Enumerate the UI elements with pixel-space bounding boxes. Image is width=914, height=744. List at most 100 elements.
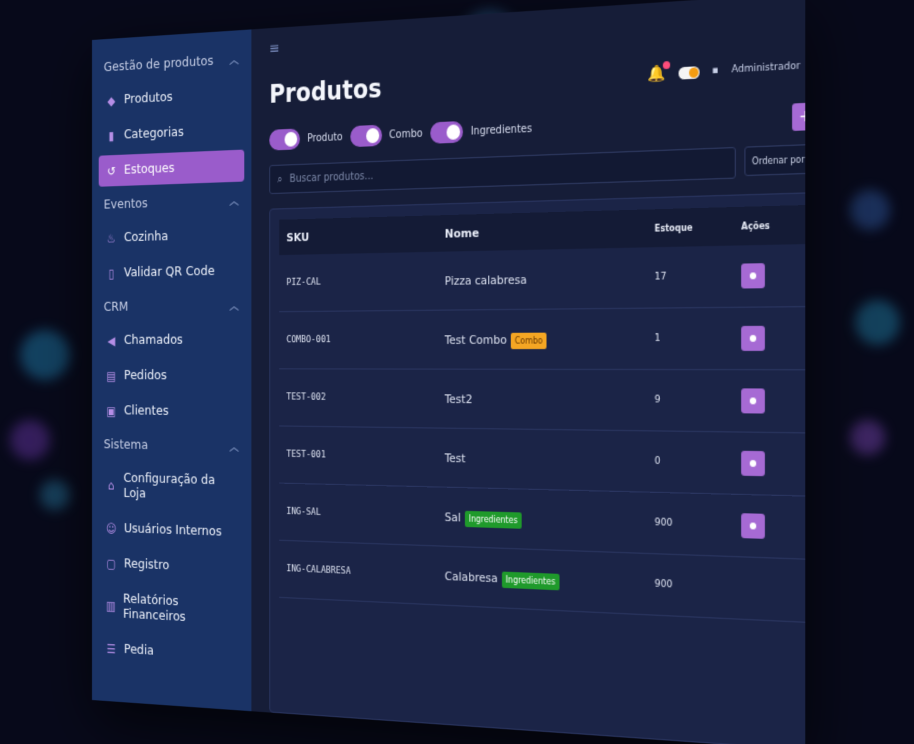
column-header-sku[interactable]: SKU bbox=[286, 229, 310, 245]
action-dot-icon bbox=[749, 522, 757, 530]
row-action-button[interactable] bbox=[741, 450, 765, 477]
phone-icon: ▯ bbox=[108, 266, 115, 281]
sidebar-item-label: Validar QR Code bbox=[123, 263, 215, 281]
group-sistema[interactable]: Sistema ︿ bbox=[99, 430, 245, 463]
table-row[interactable]: COMBO-001 Test Combo Combo 1 bbox=[279, 307, 806, 371]
background-light bbox=[855, 300, 900, 345]
cell-estoque: 1 bbox=[654, 333, 661, 345]
database-icon: ☰ bbox=[106, 641, 116, 656]
sidebar-item-label: Pedia bbox=[123, 641, 154, 659]
sidebar-item-label: Pedidos bbox=[123, 368, 167, 384]
header-actions: 🔔 ▪ Administrador ▾ bbox=[648, 56, 806, 84]
register-icon: ▢ bbox=[106, 556, 117, 571]
row-action-button[interactable] bbox=[741, 513, 765, 539]
chevron-up-icon[interactable]: ︿ bbox=[229, 194, 239, 208]
sidebar-item-pedidos[interactable]: ▤ Pedidos bbox=[99, 360, 245, 392]
column-header-acoes: Ações bbox=[741, 220, 770, 232]
sidebar-item-usuarios-internos[interactable]: ☺ Usuários Internos bbox=[99, 512, 245, 549]
bell-icon[interactable]: 🔔 bbox=[648, 61, 670, 83]
group-title: Gestão de produtos bbox=[103, 52, 214, 75]
group-crm[interactable]: CRM ︿ bbox=[99, 291, 245, 323]
users-icon: ☺ bbox=[105, 520, 117, 536]
toggle-ingredientes-label: Ingredientes bbox=[470, 122, 533, 138]
toggle-produto[interactable] bbox=[269, 128, 300, 151]
action-dot-icon bbox=[749, 272, 757, 280]
add-product-button[interactable]: + bbox=[792, 102, 806, 131]
sidebar-item-configuracao-loja[interactable]: ⌂ Configuração da Loja bbox=[99, 462, 245, 513]
chevron-up-icon[interactable]: ︿ bbox=[229, 299, 239, 313]
background-light bbox=[850, 190, 890, 230]
cell-nome: Test Combo Combo bbox=[445, 332, 655, 349]
group-eventos[interactable]: Eventos ︿ bbox=[99, 186, 245, 221]
sidebar-item-label: Estoques bbox=[123, 160, 175, 178]
menu-icon[interactable]: ≡ bbox=[269, 40, 280, 58]
cell-sku: TEST-002 bbox=[286, 392, 326, 403]
search-input[interactable] bbox=[287, 155, 727, 186]
combo-badge: Combo bbox=[510, 332, 547, 349]
toggle-combo-label: Combo bbox=[389, 127, 423, 141]
sidebar-item-label: Categorias bbox=[123, 124, 184, 143]
user-menu[interactable]: Administrador bbox=[731, 60, 801, 76]
background-light bbox=[850, 420, 885, 455]
sidebar-item-registro[interactable]: ▢ Registro bbox=[99, 547, 245, 585]
report-icon: ▥ bbox=[106, 598, 116, 614]
table-row[interactable]: PIZ-CAL Pizza calabresa 17 bbox=[279, 244, 806, 313]
column-header-estoque[interactable]: Estoque bbox=[654, 222, 693, 234]
cell-sku: PIZ-CAL bbox=[286, 277, 321, 289]
sidebar-item-label: Chamados bbox=[123, 332, 183, 348]
group-title: CRM bbox=[103, 299, 129, 315]
order-select[interactable]: Ordenar por ▾ bbox=[744, 143, 806, 177]
column-header-nome[interactable]: Nome bbox=[444, 225, 480, 241]
action-dot-icon bbox=[749, 334, 757, 342]
sidebar-item-estoques[interactable]: ↺ Estoques bbox=[98, 149, 245, 187]
cell-sku: COMBO-001 bbox=[286, 334, 331, 346]
row-action-button[interactable] bbox=[741, 388, 765, 414]
cell-sku: TEST-001 bbox=[286, 449, 326, 461]
cell-acoes bbox=[741, 588, 805, 591]
notification-badge bbox=[662, 61, 670, 70]
product-name: Pizza calabresa bbox=[444, 272, 527, 288]
toggle-combo[interactable] bbox=[349, 124, 382, 148]
sidebar-item-pedia[interactable]: ☰ Pedia bbox=[99, 632, 245, 672]
sidebar-item-produtos[interactable]: ◆ Produtos bbox=[99, 77, 245, 116]
sidebar-item-categorias[interactable]: ▮ Categorias bbox=[99, 113, 245, 151]
sidebar-item-chamados[interactable]: ◀ Chamados bbox=[99, 324, 245, 356]
ingredient-badge: Ingredientes bbox=[464, 510, 522, 529]
table-row[interactable]: TEST-002 Test2 9 bbox=[279, 369, 806, 434]
product-name: Test2 bbox=[444, 391, 473, 406]
sidebar-item-cozinha[interactable]: ♨ Cozinha bbox=[99, 219, 245, 254]
sidebar-item-relatorios[interactable]: ▥ Relatórios Financeiros bbox=[99, 582, 245, 636]
search-icon: ⌕ bbox=[277, 173, 283, 186]
cell-estoque: 0 bbox=[654, 456, 661, 468]
sidebar-item-clientes[interactable]: ▣ Clientes bbox=[99, 395, 245, 428]
cell-nome: Pizza calabresa bbox=[445, 270, 655, 287]
row-action-button[interactable] bbox=[741, 263, 765, 289]
theme-toggle[interactable] bbox=[678, 65, 700, 80]
toggle-produto-label: Produto bbox=[307, 131, 343, 145]
sidebar-item-label: Produtos bbox=[123, 89, 173, 108]
row-action-button[interactable] bbox=[741, 325, 765, 351]
chef-icon: ♨ bbox=[106, 230, 116, 246]
cell-estoque: 900 bbox=[654, 517, 673, 530]
sidebar-item-label: Configuração da Loja bbox=[123, 470, 216, 502]
cell-estoque: 9 bbox=[654, 394, 661, 406]
tag-icon: ◆ bbox=[107, 93, 116, 108]
group-title: Eventos bbox=[103, 195, 148, 213]
cell-nome: Calabresa Ingredientes bbox=[445, 569, 655, 592]
background-light bbox=[10, 420, 50, 460]
cell-estoque: 17 bbox=[654, 271, 667, 283]
cell-sku: ING-CALABRESA bbox=[286, 563, 351, 578]
main-content: ≡ Produtos 🔔 ▪ Administrador ▾ Produto C… bbox=[251, 0, 806, 744]
action-dot-icon bbox=[749, 459, 757, 467]
sidebar-item-label: Registro bbox=[123, 556, 170, 574]
user-icon[interactable]: ▪ bbox=[712, 65, 719, 77]
cell-sku: ING-SAL bbox=[286, 506, 321, 519]
toggle-ingredientes[interactable] bbox=[430, 120, 463, 144]
receipt-icon: ▤ bbox=[106, 368, 117, 383]
sidebar-item-validar-qr[interactable]: ▯ Validar QR Code bbox=[99, 255, 245, 289]
sidebar: Gestão de produtos ︿ ◆ Produtos ▮ Catego… bbox=[92, 29, 252, 712]
sidebar-item-label: Usuários Internos bbox=[123, 521, 222, 540]
chevron-up-icon[interactable]: ︿ bbox=[229, 52, 239, 67]
chevron-up-icon[interactable]: ︿ bbox=[229, 440, 239, 454]
